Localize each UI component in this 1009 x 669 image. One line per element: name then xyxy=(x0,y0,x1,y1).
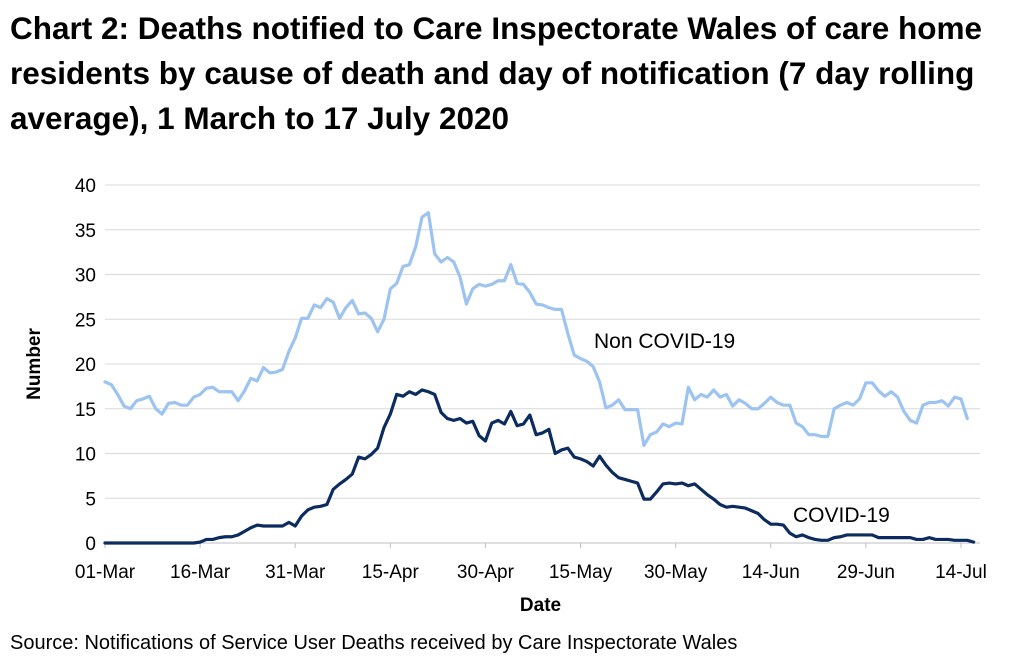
series-labels: Non COVID-19 COVID-19 xyxy=(594,330,890,527)
x-tick-label: 31-Mar xyxy=(265,562,326,583)
x-tick-label: 01-Mar xyxy=(75,562,136,583)
y-tick-label: 20 xyxy=(75,355,96,376)
series-lines xyxy=(103,211,976,545)
chart-title: Chart 2: Deaths notified to Care Inspect… xyxy=(10,10,983,136)
gridlines xyxy=(105,184,980,499)
x-axis-title: Date xyxy=(520,595,561,616)
y-tick-label: 0 xyxy=(85,534,96,555)
series-line-non-covid xyxy=(103,211,969,448)
x-tick-label: 14-Jun xyxy=(742,562,800,583)
x-tick-label: 15-May xyxy=(549,562,613,583)
y-tick-label: 35 xyxy=(75,221,96,242)
y-tick-label: 5 xyxy=(85,489,96,510)
y-tick-label: 30 xyxy=(75,266,96,287)
y-tick-label: 10 xyxy=(75,445,96,466)
series-label-non-covid: Non COVID-19 xyxy=(594,330,735,353)
x-tick-label: 14-Jul xyxy=(935,562,987,583)
x-axis-ticks: 01-Mar 16-Mar 31-Mar 15-Apr 30-Apr 15-May 30-M… xyxy=(75,543,987,583)
y-tick-label: 25 xyxy=(75,310,96,331)
source-note: Source: Notifications of Service User De… xyxy=(10,632,738,654)
y-tick-label: 15 xyxy=(75,400,96,421)
y-axis-title: Number xyxy=(24,328,45,400)
series-label-covid: COVID-19 xyxy=(793,504,890,527)
x-tick-label: 30-Apr xyxy=(457,562,515,583)
series-line-covid xyxy=(103,388,976,545)
x-tick-label: 16-Mar xyxy=(170,562,231,583)
y-tick-label: 40 xyxy=(75,176,96,197)
x-tick-label: 29-Jun xyxy=(837,562,895,583)
x-tick-label: 15-Apr xyxy=(362,562,420,583)
y-axis-ticks: 0 5 10 15 20 25 30 35 40 xyxy=(75,176,96,555)
x-tick-label: 30-May xyxy=(644,562,708,583)
